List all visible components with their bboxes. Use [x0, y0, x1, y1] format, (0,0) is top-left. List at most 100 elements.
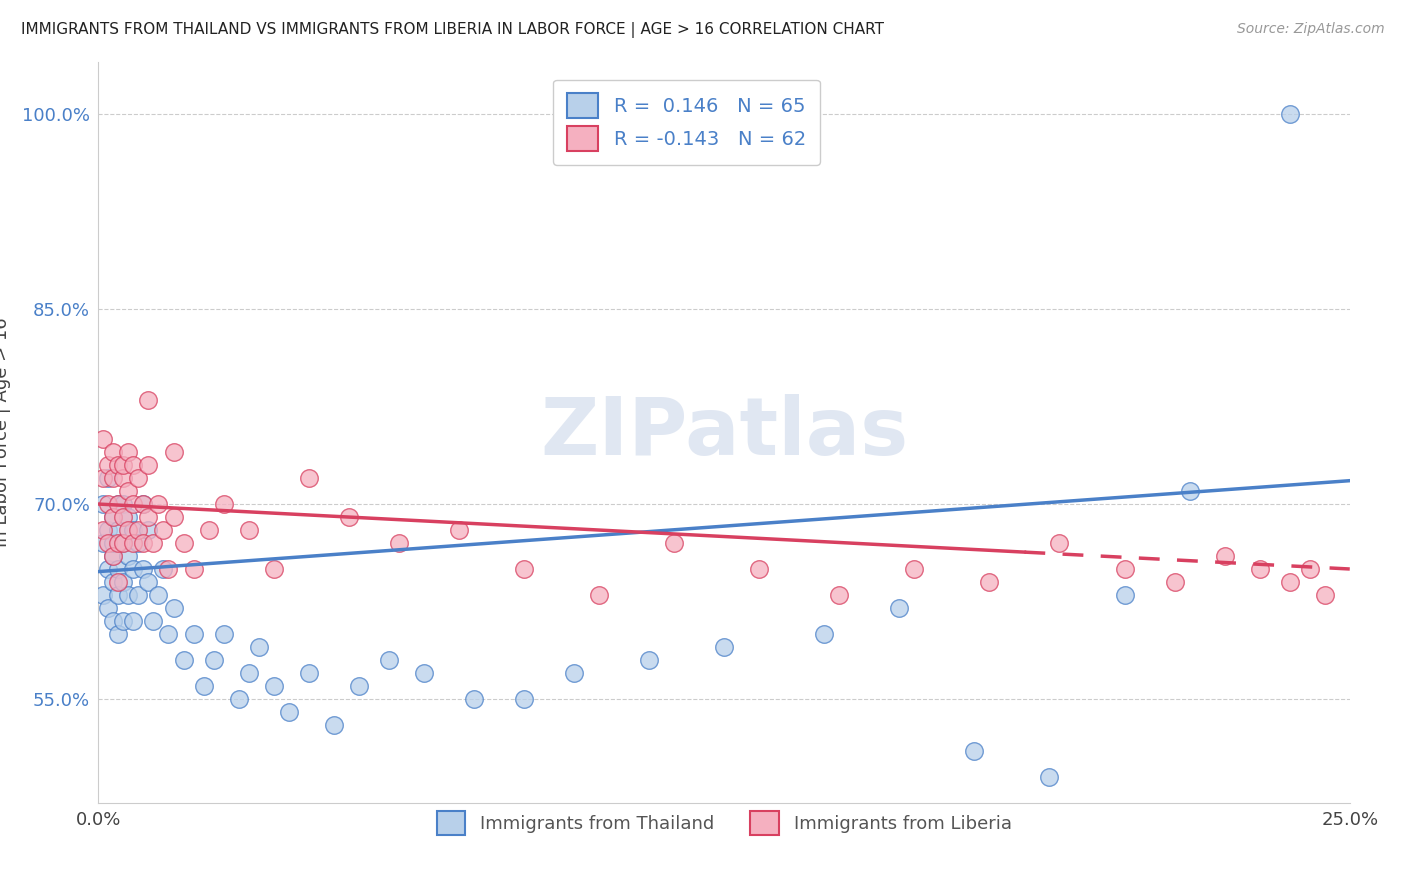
Point — [377, 653, 399, 667]
Point — [122, 562, 145, 576]
Point — [112, 614, 135, 628]
Point — [193, 679, 215, 693]
Point — [138, 458, 160, 472]
Point — [562, 665, 585, 680]
Point — [1278, 107, 1301, 121]
Point — [97, 458, 120, 472]
Point — [112, 471, 135, 485]
Point — [1114, 562, 1136, 576]
Point — [93, 471, 115, 485]
Point — [127, 588, 149, 602]
Point — [713, 640, 735, 654]
Point — [247, 640, 270, 654]
Point — [107, 458, 129, 472]
Point — [412, 665, 434, 680]
Point — [148, 497, 170, 511]
Point — [979, 574, 1001, 589]
Point — [202, 653, 225, 667]
Point — [127, 471, 149, 485]
Point — [117, 549, 139, 563]
Point — [122, 614, 145, 628]
Point — [107, 588, 129, 602]
Y-axis label: In Labor Force | Age > 16: In Labor Force | Age > 16 — [0, 318, 11, 548]
Point — [1038, 770, 1060, 784]
Point — [1278, 574, 1301, 589]
Point — [103, 614, 125, 628]
Point — [1299, 562, 1322, 576]
Point — [183, 562, 205, 576]
Point — [277, 705, 299, 719]
Point — [107, 536, 129, 550]
Point — [903, 562, 925, 576]
Point — [889, 601, 911, 615]
Point — [97, 523, 120, 537]
Point — [1249, 562, 1271, 576]
Point — [138, 574, 160, 589]
Point — [117, 588, 139, 602]
Point — [127, 523, 149, 537]
Point — [828, 588, 851, 602]
Point — [588, 588, 610, 602]
Point — [112, 458, 135, 472]
Point — [93, 588, 115, 602]
Point — [107, 523, 129, 537]
Point — [138, 510, 160, 524]
Point — [152, 562, 174, 576]
Point — [197, 523, 219, 537]
Point — [813, 627, 835, 641]
Point — [212, 627, 235, 641]
Point — [138, 393, 160, 408]
Point — [298, 665, 321, 680]
Legend: Immigrants from Thailand, Immigrants from Liberia: Immigrants from Thailand, Immigrants fro… — [429, 805, 1019, 842]
Point — [142, 536, 165, 550]
Point — [97, 536, 120, 550]
Point — [162, 445, 184, 459]
Point — [238, 665, 260, 680]
Point — [263, 562, 285, 576]
Point — [107, 627, 129, 641]
Point — [263, 679, 285, 693]
Point — [157, 562, 180, 576]
Point — [173, 653, 195, 667]
Point — [1163, 574, 1185, 589]
Point — [463, 692, 485, 706]
Point — [107, 497, 129, 511]
Point — [112, 510, 135, 524]
Point — [103, 549, 125, 563]
Point — [1213, 549, 1236, 563]
Point — [1114, 588, 1136, 602]
Point — [212, 497, 235, 511]
Point — [1313, 588, 1336, 602]
Point — [122, 523, 145, 537]
Point — [157, 627, 180, 641]
Point — [97, 562, 120, 576]
Point — [152, 523, 174, 537]
Point — [162, 510, 184, 524]
Point — [117, 510, 139, 524]
Point — [748, 562, 770, 576]
Point — [322, 718, 344, 732]
Point — [112, 536, 135, 550]
Point — [107, 497, 129, 511]
Point — [103, 536, 125, 550]
Point — [117, 445, 139, 459]
Point — [127, 536, 149, 550]
Point — [388, 536, 411, 550]
Point — [93, 432, 115, 446]
Point — [447, 523, 470, 537]
Point — [162, 601, 184, 615]
Point — [513, 562, 536, 576]
Point — [513, 692, 536, 706]
Point — [103, 574, 125, 589]
Point — [103, 510, 125, 524]
Point — [148, 588, 170, 602]
Point — [112, 574, 135, 589]
Point — [117, 484, 139, 499]
Point — [132, 562, 155, 576]
Point — [347, 679, 370, 693]
Point — [228, 692, 250, 706]
Point — [112, 536, 135, 550]
Point — [132, 536, 155, 550]
Point — [103, 510, 125, 524]
Point — [117, 523, 139, 537]
